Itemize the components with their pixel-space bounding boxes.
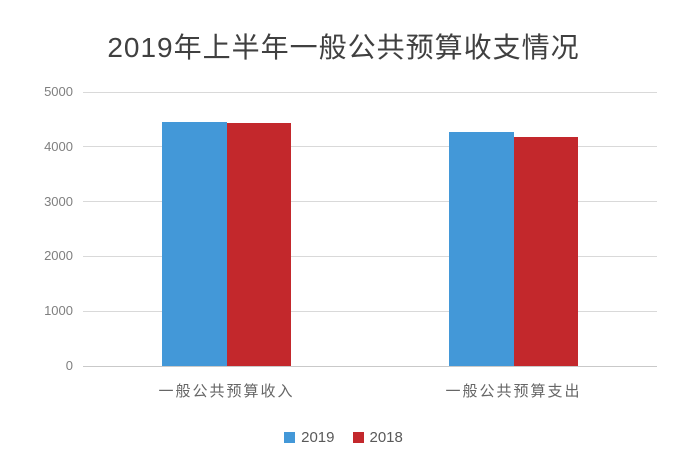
legend-label: 2019 [301,429,335,446]
legend-swatch-2019 [284,432,296,443]
y-tick-label: 5000 [44,84,73,99]
bar-2019-category-1 [162,121,227,366]
y-tick-label: 0 [65,358,73,373]
y-tick-label: 4000 [44,138,73,154]
gridline [83,255,657,257]
bar-2019-category-2 [449,131,514,366]
chart-title: 2019年上半年一般公共预算收支情况 [107,32,580,63]
legend-swatch-2018 [352,432,364,443]
gridline [83,146,657,148]
plot-area [83,91,657,367]
legend-label: 2018 [369,429,403,446]
category-label: 一般公共预算收入 [158,383,295,400]
bar-2018-category-1 [226,122,291,366]
legend: 2019 2018 [0,429,687,446]
x-axis-line [83,365,657,367]
y-tick-label: 1000 [44,303,73,319]
category-label: 一般公共预算支出 [445,383,582,400]
gridline [83,310,657,312]
bar-2018-category-2 [513,136,578,366]
gridline [83,91,657,93]
y-tick-label: 2000 [44,248,73,264]
gridline [83,201,657,203]
legend-item-2019: 2019 [284,429,335,446]
y-tick-label: 3000 [44,193,73,209]
legend-item-2018: 2018 [352,429,403,446]
